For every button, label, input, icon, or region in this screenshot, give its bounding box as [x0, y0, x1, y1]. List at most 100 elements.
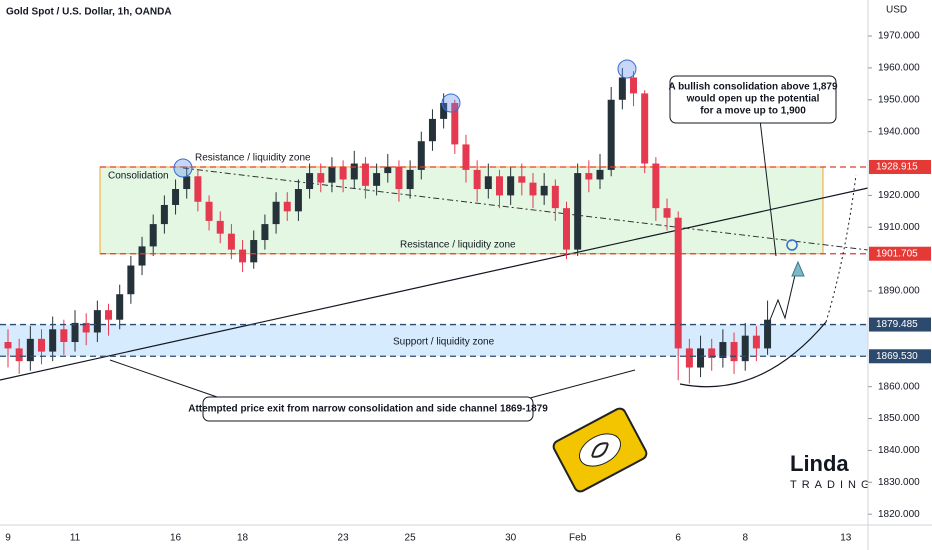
y-tick-label: 1960.000 — [878, 63, 920, 74]
callout-pointer — [759, 119, 777, 257]
candle-body — [250, 240, 258, 263]
levels — [0, 166, 868, 357]
candle-body — [674, 217, 682, 349]
candle-body — [708, 348, 716, 358]
candle-body — [4, 342, 12, 349]
candle-body — [406, 169, 414, 190]
time-axis — [0, 525, 868, 550]
projection-dotted — [825, 174, 857, 323]
level-label: 1879.485 — [876, 319, 918, 330]
zone-label: Resistance / liquidity zone — [400, 240, 516, 251]
y-tick-label: 1840.000 — [878, 445, 920, 456]
candle-body — [227, 233, 235, 250]
axis-labels: 1970.000 1960.000 1950.000 1940.000 1920.000… — [5, 31, 931, 544]
target-marker — [786, 239, 798, 251]
level-tag — [869, 246, 931, 261]
candle-body — [663, 208, 671, 218]
x-tick-label: 6 — [675, 533, 681, 544]
candle-body — [15, 348, 23, 362]
candle-body — [239, 249, 247, 263]
y-tick-label: 1920.000 — [878, 190, 920, 201]
peak-marker — [441, 93, 461, 113]
x-tick-label: Feb — [569, 533, 587, 544]
candle-body — [752, 335, 760, 349]
zone-label: Resistance / liquidity zone — [195, 153, 311, 164]
level-tag — [869, 317, 931, 332]
candle-body — [507, 176, 515, 196]
callout-box — [669, 75, 837, 124]
callout-text: A bullish consolidation above 1,879 — [668, 82, 838, 93]
trend-line — [0, 187, 869, 381]
candle-body — [205, 201, 213, 221]
candle-body — [127, 265, 135, 295]
candle-body — [719, 342, 727, 358]
y-tick-label: 1890.000 — [878, 286, 920, 297]
candle-body — [697, 348, 705, 368]
x-tick-label: 8 — [742, 533, 748, 544]
y-tick-label: 1820.000 — [878, 509, 920, 520]
candle-body — [38, 338, 46, 352]
x-tick-label: 13 — [840, 533, 852, 544]
candle-body — [160, 204, 168, 225]
candle-body — [462, 144, 470, 170]
callout-pointer — [109, 359, 221, 399]
y-tick-label: 1850.000 — [878, 413, 920, 424]
x-tick-label: 18 — [237, 533, 249, 544]
x-tick-label: 30 — [505, 533, 517, 544]
candle-body — [596, 169, 604, 180]
level-label: 1901.705 — [876, 248, 918, 259]
candle-body — [585, 173, 593, 180]
candle-body — [60, 329, 68, 343]
y-tick-label: 1910.000 — [878, 222, 920, 233]
logo-name: Linda — [790, 451, 849, 476]
candle-body — [685, 348, 693, 368]
candle-body — [105, 310, 113, 320]
candle-body — [730, 342, 738, 362]
peak-marker — [617, 59, 637, 79]
candle-body — [328, 166, 336, 183]
candle-body — [540, 185, 548, 196]
channel-line — [182, 167, 869, 251]
candle-body — [518, 176, 526, 183]
candle-body — [272, 201, 280, 225]
card-icon — [552, 407, 648, 493]
y-tick-label: 1970.000 — [878, 31, 920, 42]
x-tick-label: 23 — [338, 533, 350, 544]
callout-text: Attempted price exit from narrow consoli… — [188, 404, 548, 415]
y-tick-label: 1950.000 — [878, 94, 920, 105]
candle-body — [149, 224, 157, 247]
candle-body — [306, 173, 314, 190]
candle-body — [417, 141, 425, 170]
candle-body — [116, 294, 124, 320]
candle-body — [428, 118, 436, 142]
candle-body — [630, 77, 638, 94]
candle-body — [71, 322, 79, 343]
currency-label: USD — [886, 5, 907, 16]
logo-sub: TRADING — [790, 479, 875, 491]
level-label: 1869.530 — [876, 351, 918, 362]
candle-body — [317, 173, 325, 183]
callout-text: for a move up to 1,900 — [700, 106, 806, 117]
chart-title: Gold Spot / U.S. Dollar, 1h, OANDA — [6, 7, 172, 18]
candle-body — [451, 102, 459, 145]
candle-body — [82, 322, 90, 333]
candle-body — [764, 319, 772, 349]
callout-text: would open up the potential — [686, 94, 820, 105]
level-label: 1928.915 — [876, 162, 918, 173]
price-axis — [868, 0, 932, 550]
y-tick-label: 1940.000 — [878, 126, 920, 137]
candle-body — [49, 329, 57, 352]
candle-body — [384, 166, 392, 174]
candle-body — [484, 176, 492, 190]
candle-body — [138, 246, 146, 266]
candle-body — [618, 77, 626, 100]
candle-body — [741, 335, 749, 362]
candle-body — [551, 185, 559, 209]
candle-body — [294, 189, 302, 212]
candle-body — [216, 220, 224, 234]
x-tick-label: 9 — [5, 533, 11, 544]
candle-body — [172, 189, 180, 205]
projection-path — [769, 261, 799, 321]
zone-label: Support / liquidity zone — [393, 337, 495, 348]
